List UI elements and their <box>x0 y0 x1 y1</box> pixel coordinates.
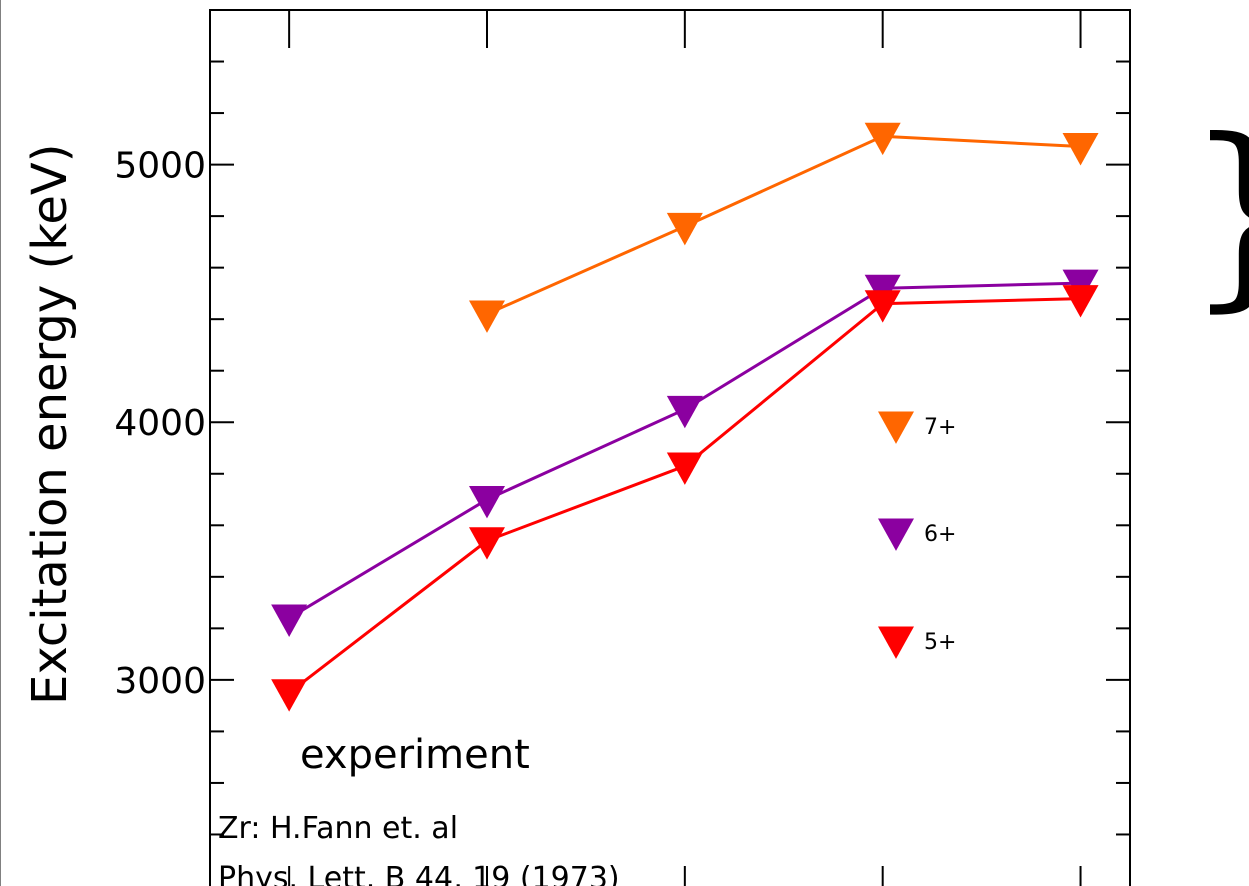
series-line <box>486 134 1081 316</box>
legend-label-5+: 5+ <box>924 630 956 655</box>
data-point <box>864 122 901 156</box>
series-layer <box>271 122 1099 712</box>
legend-marker-6+ <box>878 518 914 551</box>
brace-symbol: } <box>1185 97 1249 330</box>
plot-border <box>209 9 1131 886</box>
series-7+ <box>468 122 1099 333</box>
annotation-experiment: experiment <box>300 732 530 778</box>
series-line <box>288 297 1081 694</box>
data-point <box>1062 285 1099 318</box>
plot-frame <box>0 0 1131 886</box>
legend-label-7+: 7+ <box>924 415 956 440</box>
y-axis-label: Excitation energy (keV) <box>22 144 78 705</box>
data-point <box>271 679 308 712</box>
data-point <box>666 452 703 485</box>
data-point <box>666 395 703 429</box>
y-tick-labels: 3000 4000 5000 <box>114 146 206 702</box>
axis-ticks <box>210 10 1130 886</box>
data-point <box>864 290 901 323</box>
legend-marker-5+ <box>878 626 914 659</box>
series-5+ <box>271 285 1099 712</box>
legend: 7+ 6+ 5+ <box>878 411 956 659</box>
annotation-reference-line1: Zr: H.Fann et. al <box>218 811 458 846</box>
data-point <box>468 486 505 519</box>
data-point <box>468 300 505 333</box>
data-point <box>271 604 308 637</box>
legend-marker-7+ <box>878 411 914 444</box>
data-point <box>666 212 703 246</box>
y-tick-label: 3000 <box>114 661 206 702</box>
data-point <box>1062 133 1099 166</box>
data-point <box>468 527 505 560</box>
y-tick-label: 5000 <box>114 146 206 187</box>
series-line <box>288 281 1081 620</box>
y-tick-label: 4000 <box>114 403 206 444</box>
legend-label-6+: 6+ <box>924 522 956 547</box>
annotation-reference-line2: Phys. Lett. B 44, 19 (1973) <box>218 861 620 886</box>
